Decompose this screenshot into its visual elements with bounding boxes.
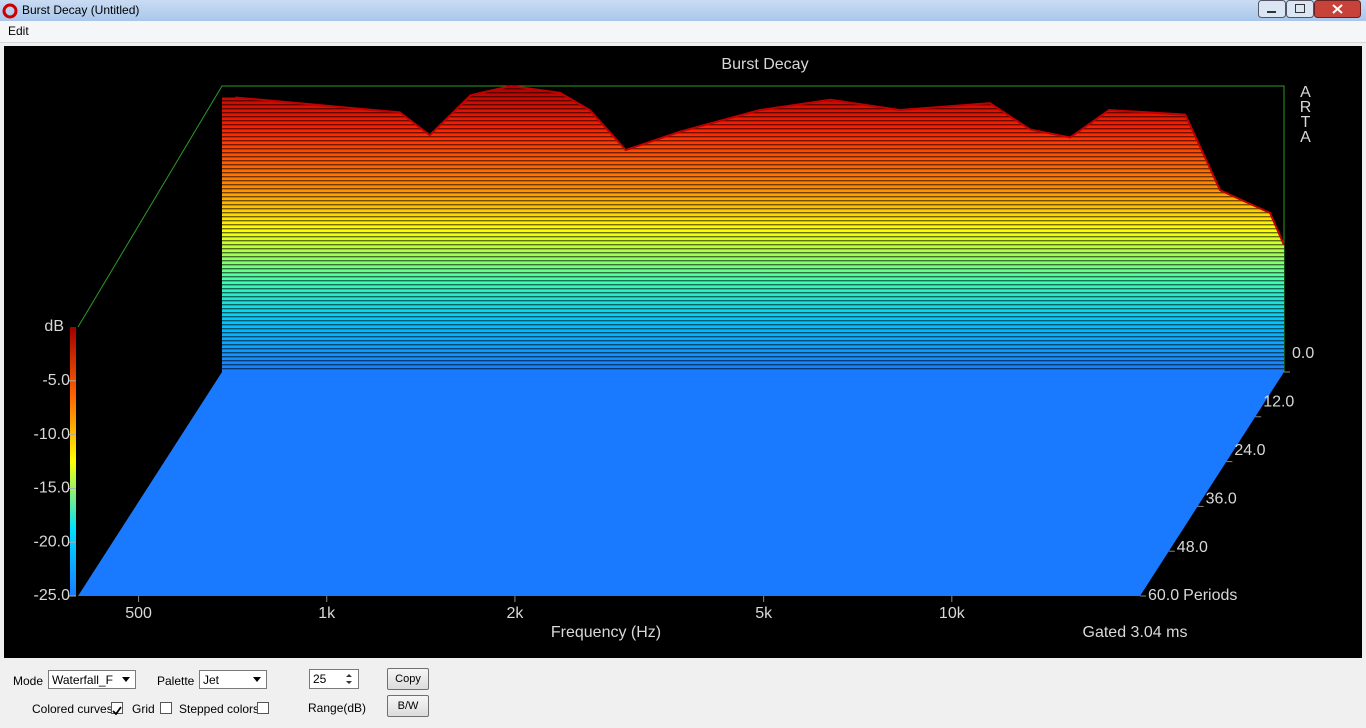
range-spinner[interactable]: 25 [309,669,359,689]
annotation: Gated 3.04 ms [1083,624,1188,641]
checkbox-label: Stepped colors [179,702,260,716]
mode-select[interactable]: Waterfall_F [48,670,136,689]
palette-value: Jet [203,673,220,687]
chart-title: Burst Decay [721,56,808,73]
checkbox[interactable] [257,702,269,714]
y-tick-label: -25.0 [34,587,71,604]
dropdown-arrow [122,677,130,682]
y-tick-label: -15.0 [34,480,71,497]
z-tick-label: 12.0 [1263,394,1294,411]
range-label: Range(dB) [308,701,367,715]
x-axis-label: Frequency (Hz) [551,624,661,641]
window-buttons[interactable] [1258,0,1364,19]
z-tick-label: 48.0 [1177,539,1208,556]
y-tick-label: -20.0 [34,533,71,550]
x-tick-label: 2k [506,605,524,622]
mode-label: Mode [13,674,44,688]
floor [78,372,1284,596]
check-mark [112,706,122,716]
dropdown-arrow [253,677,261,682]
checkbox[interactable] [111,702,123,716]
title-bar: Burst Decay (Untitled) [0,0,1366,21]
plot: dB -5.0 -10.0 -15.0 -20.0 -25.0 500 1k 2k 5k 10k Fr… [34,56,1315,641]
spin-buttons [346,674,352,684]
chart: dB -5.0 -10.0 -15.0 -20.0 -25.0 500 1k 2k 5k 10k Fr… [4,46,1362,658]
menu-bar: Edit [0,21,1366,43]
y-axis-label: dB [44,318,64,335]
z-axis-label: Periods [1183,587,1237,604]
range-value: 25 [313,672,327,686]
z-tick-label: 0.0 [1292,345,1314,362]
x-tick-label: 10k [939,605,966,622]
surface-stripes [222,86,1284,372]
menu-item[interactable]: Edit [8,24,29,38]
frame [77,85,1285,372]
ridge-line [235,84,1285,246]
copy-button[interactable]: Copy [387,668,429,690]
x-tick-label: 500 [125,605,152,622]
watermark: ARTA [1297,84,1314,144]
palette-select[interactable]: Jet [199,670,267,689]
y-tick-label: -10.0 [34,426,71,443]
window-title: Burst Decay (Untitled) [22,3,140,17]
x-tick-label: 1k [318,605,336,622]
checkbox[interactable] [160,702,172,714]
y-tick-label: -5.0 [42,372,70,389]
x-tick-label: 5k [755,605,773,622]
palette-label: Palette [157,674,195,688]
z-tick-label: 24.0 [1234,442,1265,459]
mode-value: Waterfall_F [52,673,113,687]
checkbox-label: Colored curves [32,702,113,716]
app-icon [2,3,18,19]
bw-button[interactable]: B/W [387,695,429,717]
z-tick-label: 60.0 [1148,587,1179,604]
checkbox-label: Grid [132,702,155,716]
color-bar [70,327,76,596]
z-tick-label: 36.0 [1206,490,1237,507]
